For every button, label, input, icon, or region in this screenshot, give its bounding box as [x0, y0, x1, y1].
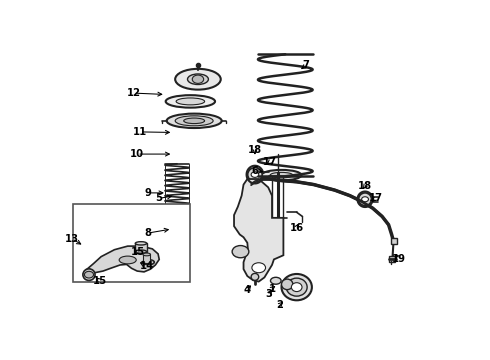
Bar	[73, 204, 191, 282]
Ellipse shape	[188, 74, 208, 85]
Ellipse shape	[143, 253, 150, 256]
Ellipse shape	[359, 193, 371, 206]
Bar	[143, 255, 150, 263]
Circle shape	[192, 75, 204, 84]
Text: 10: 10	[130, 149, 144, 159]
Text: 17: 17	[262, 157, 276, 167]
Text: 4: 4	[244, 285, 251, 295]
Ellipse shape	[175, 69, 220, 90]
Ellipse shape	[262, 170, 301, 180]
Text: 11: 11	[133, 127, 147, 137]
Ellipse shape	[83, 269, 95, 280]
Text: 9: 9	[145, 188, 151, 198]
Text: 15: 15	[131, 247, 145, 257]
Polygon shape	[234, 179, 283, 282]
Polygon shape	[86, 246, 159, 273]
Text: 7: 7	[303, 60, 310, 70]
Text: 18: 18	[248, 145, 262, 155]
Circle shape	[84, 271, 94, 278]
Ellipse shape	[248, 168, 262, 181]
Text: 16: 16	[290, 222, 304, 233]
Ellipse shape	[119, 256, 136, 264]
Text: 1: 1	[269, 284, 275, 293]
Ellipse shape	[270, 172, 293, 178]
Text: 5: 5	[155, 193, 162, 203]
Text: 3: 3	[266, 289, 272, 299]
Ellipse shape	[286, 278, 307, 296]
Ellipse shape	[184, 118, 205, 123]
Text: 12: 12	[126, 88, 141, 98]
Ellipse shape	[176, 98, 205, 105]
Text: 6: 6	[251, 166, 258, 176]
Text: 13: 13	[65, 234, 79, 244]
Text: 18: 18	[358, 181, 372, 191]
Ellipse shape	[251, 273, 259, 280]
Ellipse shape	[166, 95, 215, 108]
Ellipse shape	[270, 277, 281, 284]
Circle shape	[232, 246, 249, 258]
Ellipse shape	[175, 116, 213, 126]
Ellipse shape	[135, 242, 147, 245]
Text: 8: 8	[145, 228, 151, 238]
Text: 2: 2	[276, 300, 283, 310]
Ellipse shape	[135, 250, 147, 253]
Text: 14: 14	[140, 261, 154, 271]
Ellipse shape	[281, 274, 312, 300]
Text: 17: 17	[368, 193, 383, 203]
Circle shape	[252, 263, 266, 273]
Bar	[135, 243, 147, 252]
Ellipse shape	[167, 114, 221, 128]
Ellipse shape	[281, 279, 293, 290]
Text: 19: 19	[392, 255, 406, 264]
Circle shape	[362, 197, 368, 202]
Circle shape	[251, 172, 259, 177]
Ellipse shape	[292, 283, 302, 292]
Text: 15: 15	[93, 276, 107, 286]
